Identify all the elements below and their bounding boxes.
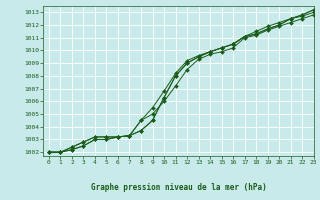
Text: Graphe pression niveau de la mer (hPa): Graphe pression niveau de la mer (hPa): [91, 183, 266, 192]
